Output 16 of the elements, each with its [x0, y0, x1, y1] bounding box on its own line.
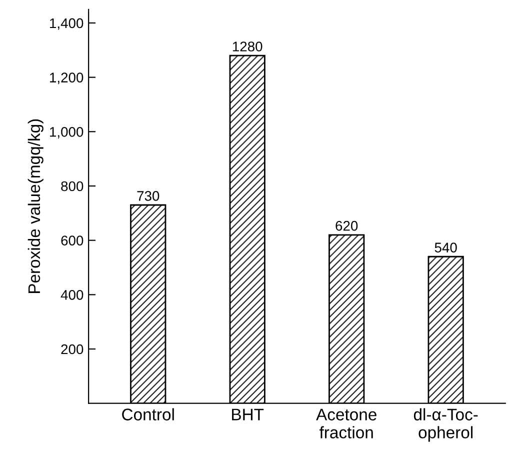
- y-tick-label: 800: [61, 181, 84, 192]
- x-tick-label: Control: [122, 408, 174, 420]
- y-tick-label: 1,000: [50, 126, 84, 138]
- data-label: 620: [336, 220, 358, 231]
- y-tick-label: 600: [61, 236, 84, 246]
- y-axis-title: Peroxide value(mgq/kg): [28, 119, 44, 293]
- data-label: 1280: [232, 42, 262, 52]
- y-tick-label: 1,400: [50, 18, 84, 30]
- data-label: 730: [137, 191, 160, 201]
- y-tick-label: 1,200: [50, 72, 84, 84]
- y-tick-label: 400: [60, 290, 84, 300]
- x-tick-label: Acetone fraction: [316, 408, 376, 438]
- x-tick-label: dl-α-Toc- opherol: [414, 408, 478, 442]
- data-label: 540: [434, 242, 457, 252]
- y-tick-label: 200: [61, 344, 84, 354]
- x-tick-label: BHT: [232, 408, 264, 420]
